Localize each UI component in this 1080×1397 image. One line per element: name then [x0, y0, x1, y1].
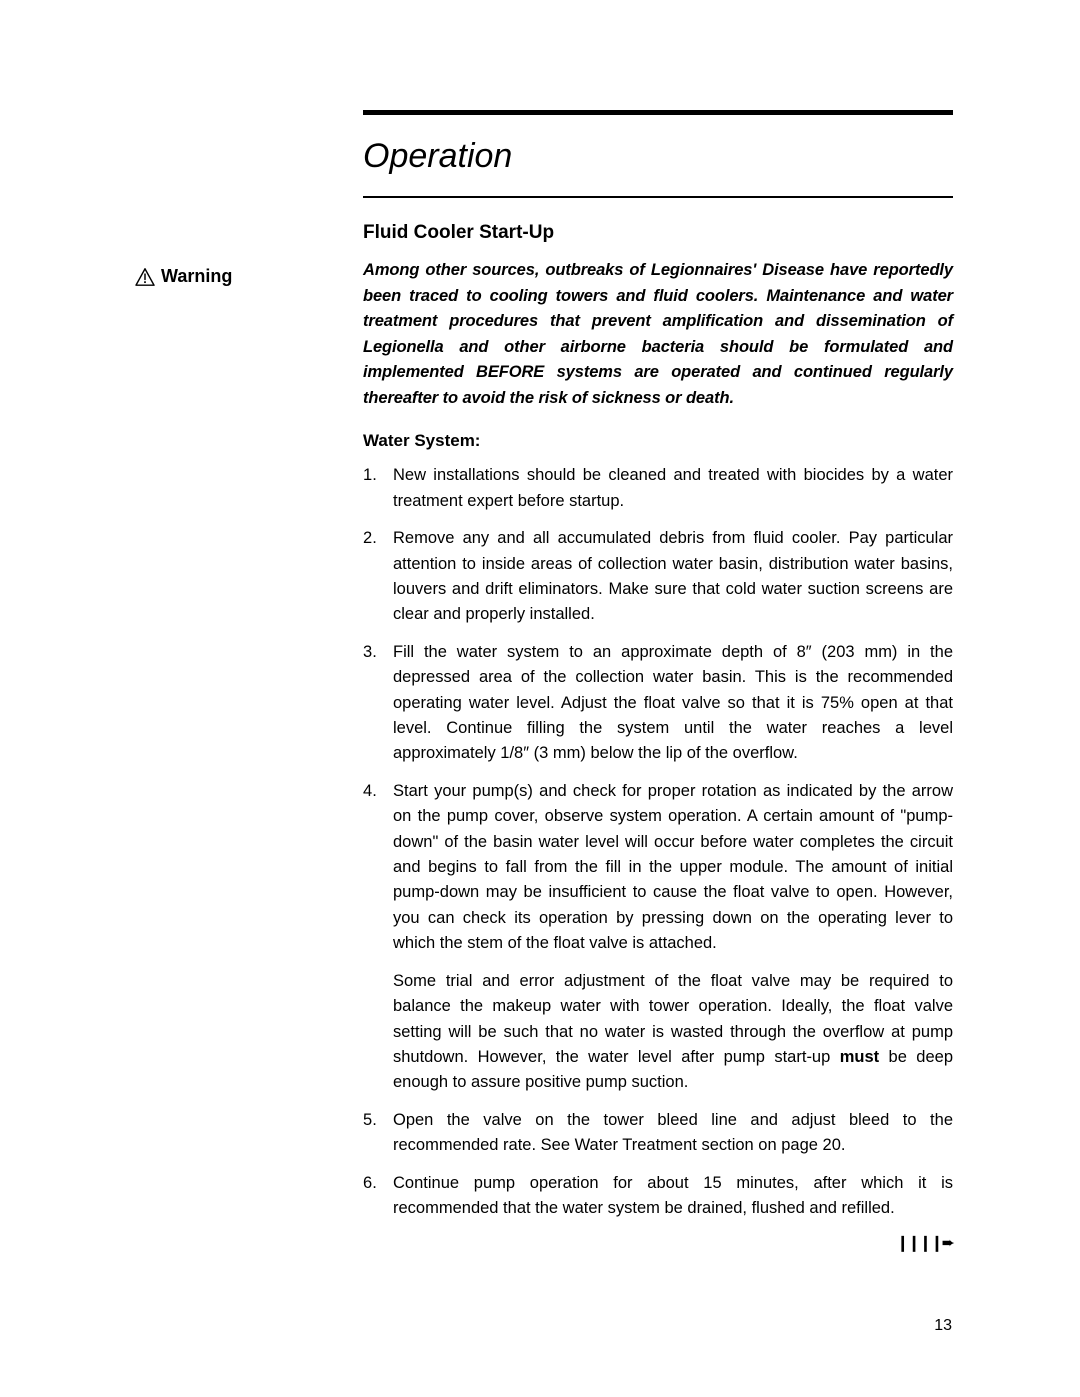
main-column: Fluid Cooler Start-Up Among other source… [363, 222, 953, 1253]
warning-paragraph: Among other sources, outbreaks of Legion… [363, 258, 953, 411]
page-container: Operation Warning Fluid Cooler Start-Up … [135, 110, 955, 1253]
sidebar: Warning [135, 222, 363, 1253]
list-heading: Water System: [363, 431, 953, 451]
page-number: 13 [934, 1317, 952, 1335]
numbered-list: New installations should be cleaned and … [363, 463, 953, 956]
list-item: New installations should be cleaned and … [363, 463, 953, 514]
subsection-heading: Fluid Cooler Start-Up [363, 222, 953, 244]
warning-label: Warning [161, 266, 232, 287]
continue-arrow-icon: ❙❙❙❙➨ [363, 1233, 953, 1253]
list-item: Open the valve on the tower bleed line a… [363, 1108, 953, 1159]
item4-must: must [840, 1048, 879, 1066]
mid-rule [363, 196, 953, 198]
section-title: Operation [363, 137, 955, 176]
list-item: Remove any and all accumulated debris fr… [363, 526, 953, 628]
content-row: Warning Fluid Cooler Start-Up Among othe… [135, 222, 955, 1253]
list-item: Continue pump operation for about 15 min… [363, 1171, 953, 1222]
list-item: Start your pump(s) and check for proper … [363, 779, 953, 957]
list-item-continuation: Some trial and error adjustment of the f… [363, 969, 953, 1096]
warning-callout: Warning [135, 266, 337, 287]
list-item: Fill the water system to an approximate … [363, 640, 953, 767]
numbered-list-cont: Open the valve on the tower bleed line a… [363, 1108, 953, 1222]
top-rule [363, 110, 953, 115]
warning-triangle-icon [135, 268, 155, 286]
